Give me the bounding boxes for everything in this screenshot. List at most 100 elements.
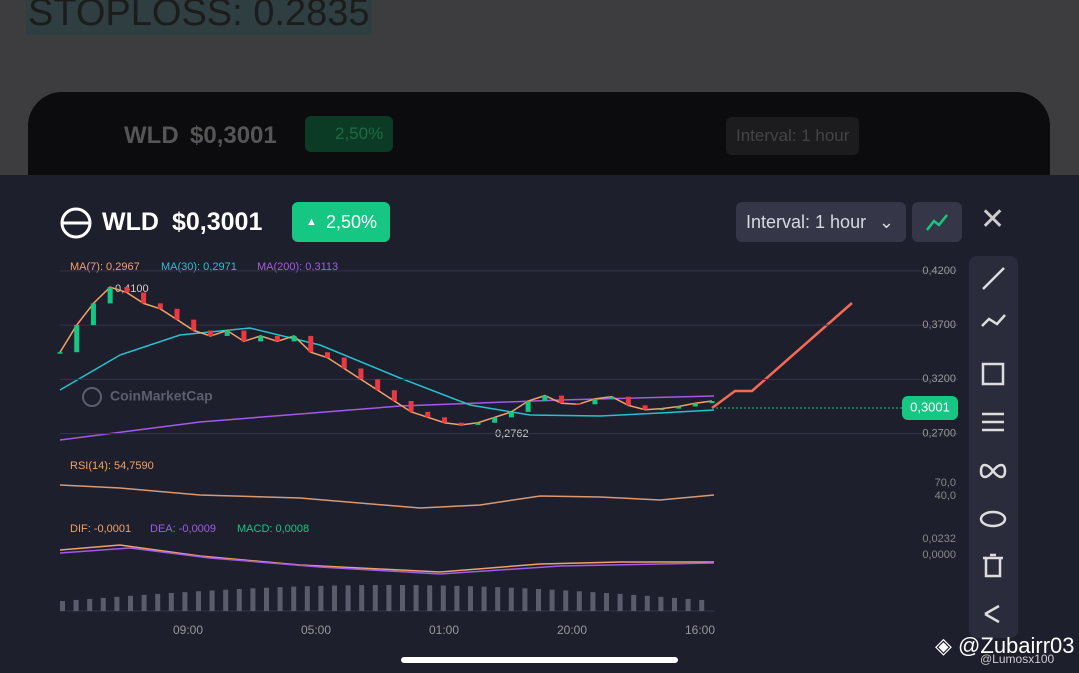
bg-symbol: WLD	[124, 122, 179, 149]
tool-share[interactable]	[984, 604, 1000, 624]
change: 2,50%	[326, 212, 378, 232]
cmc-logo	[82, 387, 102, 407]
y-tick-label: 0,2700	[922, 427, 956, 439]
x-tick-label: 05:00	[301, 623, 331, 637]
volume-bar	[536, 588, 541, 611]
candle	[709, 401, 715, 404]
candle	[324, 352, 330, 358]
ma30-line	[59, 327, 715, 417]
y-tick-label: 0,3700	[922, 319, 956, 331]
candle	[458, 422, 464, 425]
candle	[659, 408, 665, 411]
volume-bar	[631, 594, 637, 611]
volume-bar	[481, 586, 487, 611]
volume-bar	[699, 599, 705, 611]
watermark-cmc: CoinMarketCap	[110, 388, 213, 404]
volume-bar	[672, 597, 677, 611]
candle	[391, 390, 397, 402]
bg-interval: Interval: 1 hour	[726, 117, 860, 155]
candle	[258, 335, 264, 342]
watermark-user: ◈ @Zubairr03	[935, 633, 1075, 658]
projection-line	[711, 302, 853, 410]
volume-bar	[386, 585, 392, 611]
candle	[341, 357, 347, 369]
tool-eye[interactable]	[979, 510, 1007, 528]
interval: Interval: 1 hour	[746, 212, 867, 232]
candle	[475, 422, 481, 425]
candle	[74, 325, 80, 353]
rsi-tick: 70,0	[935, 477, 956, 489]
tool-delete[interactable]	[983, 553, 1003, 578]
volume-bar	[617, 593, 623, 611]
x-tick-label: 01:00	[429, 623, 459, 637]
volume-bar	[196, 591, 201, 611]
close-button[interactable]: ✕	[980, 203, 1006, 236]
candle	[57, 352, 63, 354]
x-tick-label: 16:00	[685, 623, 715, 637]
dif-label: DIF: -0,0001	[70, 523, 131, 535]
volume-bar	[563, 590, 569, 611]
candle	[592, 398, 598, 405]
volume-bar	[73, 599, 79, 611]
volume-bar	[413, 585, 419, 611]
volume-bar	[522, 588, 528, 611]
candle	[174, 308, 180, 320]
candle	[157, 303, 163, 309]
candle	[442, 417, 448, 423]
rsi-line	[59, 484, 715, 509]
candle	[609, 396, 615, 399]
candle	[575, 403, 581, 405]
x-tick-label: 09:00	[173, 623, 203, 637]
candle	[107, 287, 113, 304]
candle	[375, 379, 381, 391]
last-price: 0,3001	[910, 399, 950, 414]
volume-bar	[264, 587, 269, 611]
volume-bar	[114, 596, 120, 611]
ma200-label: MA(200): 0,3113	[257, 261, 338, 273]
y-tick-label: 0,3200	[922, 373, 956, 385]
macd-tick: 0,0000	[922, 549, 956, 561]
volume-bar	[644, 595, 650, 611]
stoploss-text: STOPLOSS: 0.2835	[26, 0, 372, 35]
ma7-label: MA(7): 0,2967	[70, 261, 140, 273]
volume-bar	[87, 598, 93, 611]
rsi-tick: 40,0	[935, 490, 956, 502]
tool-infinite[interactable]	[979, 463, 1007, 479]
dea-line	[59, 547, 715, 575]
interval-select[interactable]: Interval: 1 hour ⌄	[736, 202, 906, 242]
volume-bar	[604, 593, 609, 611]
tool-line[interactable]	[982, 267, 1005, 290]
y-tick-label: 0,4200	[922, 265, 956, 277]
volume-bar	[372, 585, 378, 611]
candle	[625, 396, 631, 406]
tool-rect[interactable]	[981, 362, 1005, 386]
macd-tick: 0,0232	[922, 533, 956, 545]
volume-bar	[345, 585, 351, 611]
change-badge: ▲ 2,50%	[292, 202, 390, 242]
candle	[425, 411, 431, 418]
volume-bar	[128, 595, 133, 611]
dea-label: DEA: -0,0009	[150, 523, 216, 535]
volume-bar	[168, 593, 174, 611]
last-price-tag	[902, 396, 958, 420]
tool-path[interactable]	[981, 314, 1006, 327]
volume-bar	[468, 586, 473, 611]
macd-label: MACD: 0,0008	[237, 523, 309, 535]
volume-bar	[100, 597, 106, 611]
volume-bar	[291, 586, 297, 611]
volume-bar	[236, 588, 242, 611]
watermark-handle: @Lumosx100	[980, 652, 1055, 666]
candle	[224, 330, 230, 336]
x-tick-label: 20:00	[557, 623, 587, 637]
candle	[274, 335, 280, 342]
volume-bar	[250, 588, 256, 611]
candle	[291, 335, 297, 342]
bg-change: 2,50%	[305, 116, 394, 152]
volume-bar	[495, 587, 501, 611]
tool-parallel[interactable]	[982, 412, 1004, 432]
volume-bar	[440, 585, 446, 611]
chart-type-button[interactable]	[912, 202, 962, 242]
candle	[207, 330, 213, 336]
volume-bar	[658, 596, 664, 611]
volume-bar	[223, 589, 229, 611]
